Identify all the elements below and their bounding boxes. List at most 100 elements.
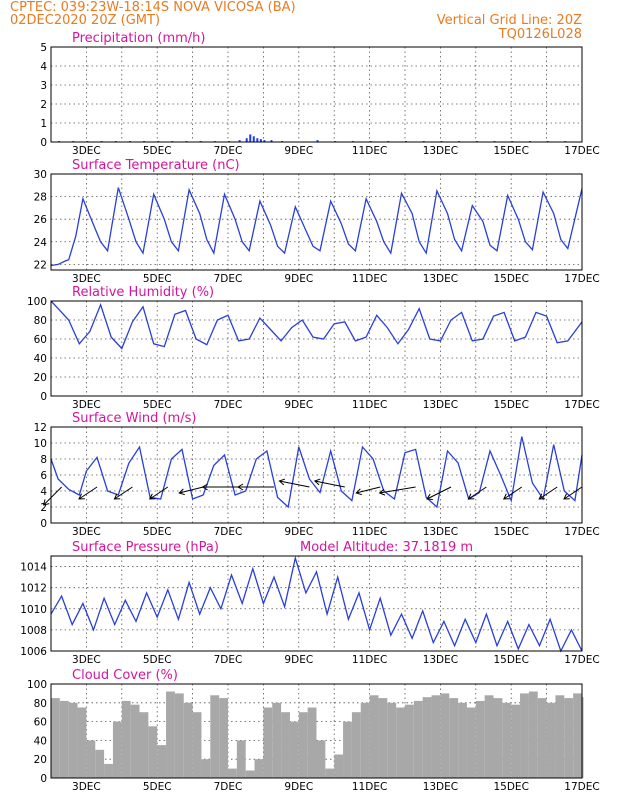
wind-xtick-label: 17DEC (564, 526, 599, 538)
precipitation-bar (259, 139, 262, 142)
wind-xtick-label: 15DEC (493, 526, 528, 538)
temperature-frame (50, 173, 583, 271)
wind-vector-head (503, 493, 510, 500)
cloud-cover-xtick-label: 7DEC (214, 781, 243, 793)
wind-vector-shaft (503, 486, 523, 500)
cloud-cover-bar (537, 698, 547, 778)
wind-vector-shaft (279, 480, 310, 488)
cloud-cover-bar (157, 745, 167, 778)
wind-ytick-label: 12 (34, 422, 47, 434)
temperature-series-line (50, 187, 583, 267)
wind-xtick-label: 9DEC (284, 526, 313, 538)
cloud-cover-bar (475, 700, 485, 778)
temperature-ytick-label: 24 (34, 237, 48, 249)
wind-vector-arrow (355, 486, 381, 496)
humidity-xtick-label: 3DEC (72, 399, 101, 411)
precipitation-bar (263, 140, 266, 142)
wind-ytick-label: 4 (40, 486, 47, 498)
precipitation-ytick-label: 1 (40, 118, 47, 130)
humidity-ytick-label: 20 (34, 372, 47, 384)
humidity-xtick-label: 9DEC (284, 399, 313, 411)
temperature-xtick-label: 11DEC (352, 273, 387, 285)
cloud-cover-xtick-label: 3DEC (72, 781, 101, 793)
wind-series-line (50, 436, 583, 509)
humidity-frame (50, 300, 583, 397)
cloud-cover-bar (272, 702, 282, 778)
precipitation-xtick-label: 15DEC (493, 145, 528, 157)
precipitation-bar (256, 138, 259, 142)
wind-vector-arrow (149, 486, 169, 500)
precipitation-bar (252, 136, 255, 142)
cloud-cover-bar (351, 712, 361, 778)
cloud-cover-xtick-label: 17DEC (564, 781, 599, 793)
cloud-cover-bar (130, 704, 140, 778)
cloud-cover-bar (281, 712, 290, 778)
wind-vector-head (113, 493, 121, 500)
wind-panel: 0 2 4 6 8 10 12 3DEC 5DEC 7DEC 9DEC 11DEC 13DEC 15DEC… (34, 411, 600, 538)
wind-vector-arrow (237, 483, 275, 491)
precipitation-bar (270, 140, 273, 142)
precipitation-bar (238, 140, 241, 142)
cloud-cover-bar (77, 707, 87, 778)
cloud-cover-panel: 0 20 40 60 80 100 3DEC 5DEC 7DEC 9DEC 11DEC 13DEC 15… (27, 668, 600, 793)
cloud-cover-xtick-label: 15DEC (493, 781, 528, 793)
wind-vector-shaft (468, 486, 487, 500)
cloud-cover-bar (51, 698, 60, 778)
model-code: TQ0126L028 (498, 27, 582, 42)
cloud-cover-bar (431, 695, 441, 778)
wind-vector-arrow (78, 486, 98, 500)
wind-xtick-label: 3DEC (72, 526, 101, 538)
pressure-series-line (50, 555, 583, 653)
cloud-cover-bar (263, 707, 273, 778)
cloud-cover-bar (343, 721, 352, 778)
humidity-xtick-label: 15DEC (493, 399, 528, 411)
cloud-cover-bar (316, 740, 326, 778)
cloud-cover-bar (405, 704, 414, 778)
cloud-cover-bar (112, 721, 122, 778)
humidity-xtick-label: 7DEC (214, 399, 243, 411)
humidity-panel: 0 20 40 60 80 100 3DEC 5DEC 7DEC 9DEC 11DEC 13DEC 15… (27, 285, 600, 411)
cloud-cover-xtick-label: 13DEC (423, 781, 458, 793)
wind-ytick-label: 10 (34, 438, 47, 450)
precipitation-ytick-label: 2 (40, 99, 47, 111)
pressure-xtick-label: 11DEC (352, 654, 387, 666)
cloud-cover-bar (68, 702, 78, 778)
pressure-ytick-label: 1012 (20, 583, 47, 595)
cloud-cover-bar (511, 704, 521, 778)
precipitation-ytick-label: 4 (40, 61, 47, 73)
temperature-panel: 22 24 26 28 30 3DEC 5DEC 7DEC 9DEC 11DEC 13DEC 15DE… (34, 158, 600, 285)
pressure-title: Surface Pressure (hPa) (72, 540, 219, 555)
cloud-cover-bar (201, 759, 211, 778)
wind-vector-arrow (201, 483, 239, 491)
wind-vector-arrow (42, 486, 62, 506)
cloud-cover-bar (502, 702, 512, 778)
cloud-cover-bar (86, 740, 96, 778)
cloud-cover-bar (360, 702, 370, 778)
precipitation-panel: 0 1 2 3 4 5 3DEC 5DEC 7DEC 9DEC 11DEC 13DEC 15DEC 17D… (40, 31, 599, 157)
wind-vector-shaft (426, 486, 452, 500)
cloud-cover-bar (369, 695, 379, 778)
wind-vector-arrow (378, 486, 416, 496)
temperature-xtick-label: 7DEC (214, 273, 243, 285)
wind-vector-head (78, 493, 85, 500)
wind-vector-head (149, 493, 156, 500)
humidity-xtick-label: 5DEC (143, 399, 172, 411)
precipitation-xtick-label: 17DEC (564, 145, 599, 157)
wind-vector-arrow (426, 486, 452, 500)
temperature-ytick-label: 22 (34, 259, 47, 271)
cloud-cover-bar (121, 700, 131, 778)
wind-xtick-label: 13DEC (423, 526, 458, 538)
cloud-cover-bar (528, 691, 538, 778)
cloud-cover-bar (387, 702, 397, 778)
pressure-ytick-label: 1006 (20, 646, 47, 658)
wind-frame (50, 426, 583, 524)
wind-xtick-label: 7DEC (214, 526, 243, 538)
wind-vector-head (467, 493, 475, 500)
cloud-cover-bar (298, 712, 308, 778)
cloud-cover-xtick-label: 5DEC (143, 781, 172, 793)
pressure-ytick-label: 1010 (20, 604, 47, 616)
cloud-cover-bar (148, 726, 158, 778)
cloud-cover-bar (325, 768, 335, 778)
pressure-ytick-label: 1014 (20, 562, 47, 574)
cloud-cover-bar (104, 763, 113, 778)
